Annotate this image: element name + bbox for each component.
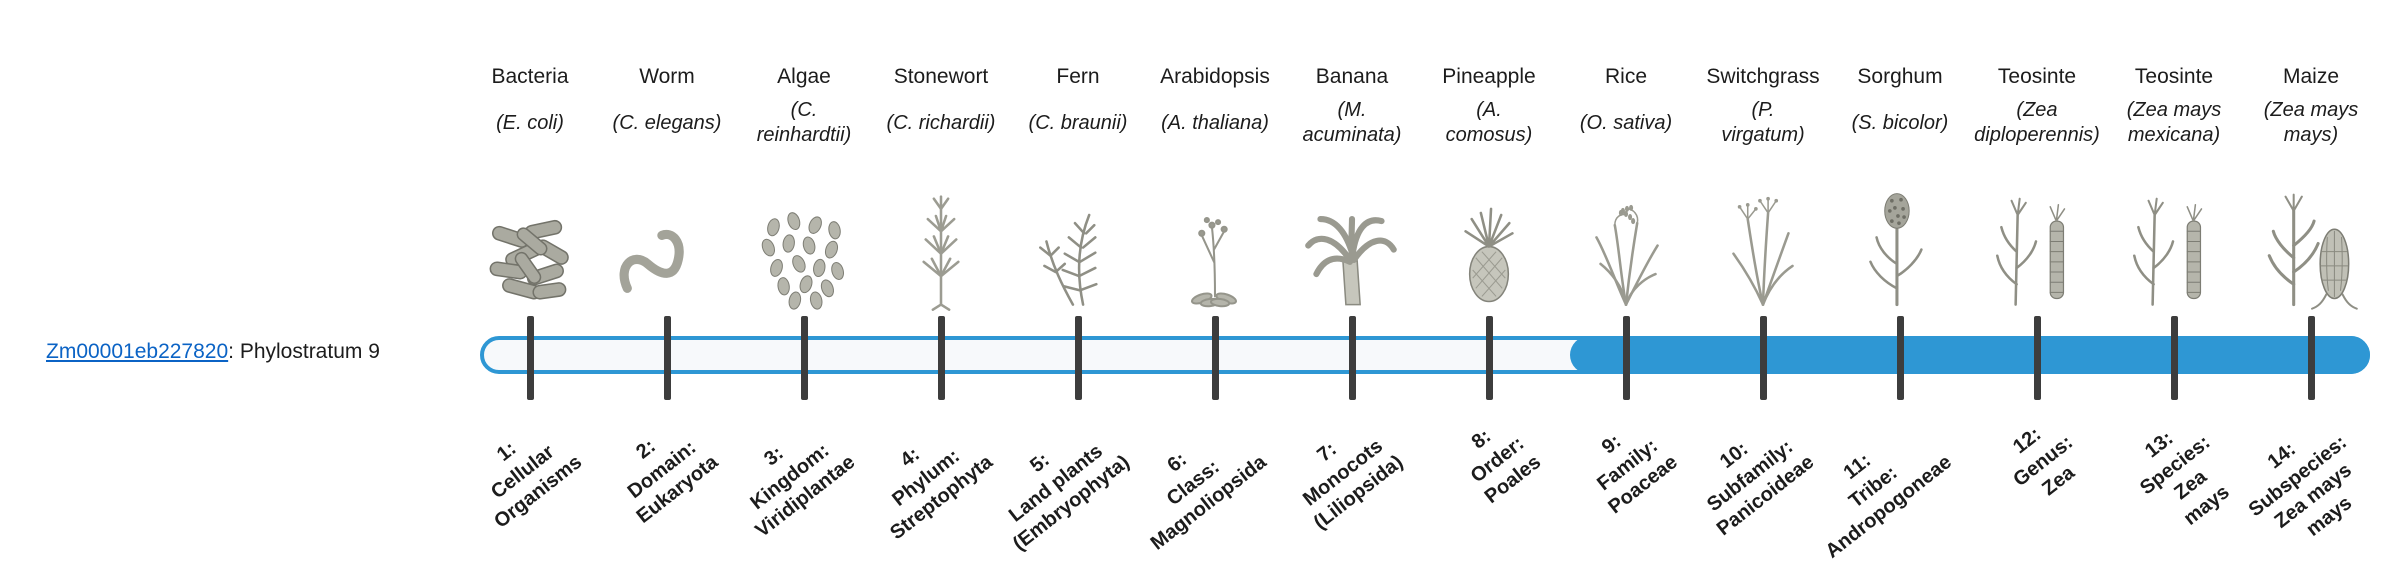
- organism-common-name: Maize: [2282, 65, 2340, 88]
- organism-latin-name: (Zea mays mexicana): [2126, 99, 2222, 146]
- tick-mark: [1486, 316, 1493, 400]
- organism-latin-name: (C. richardii): [886, 111, 996, 134]
- stratum-label: 9: Family: Poaceae: [1592, 430, 1682, 519]
- organism-common-name: Arabidopsis: [1160, 65, 1270, 88]
- stratum-label: 2: Domain: Eukaryota: [623, 435, 723, 529]
- tick-mark: [1212, 316, 1219, 400]
- tick-mark: [1897, 316, 1904, 400]
- tick-mark: [801, 316, 808, 400]
- organism-column: Arabidopsis (A. thaliana): [1115, 62, 1315, 312]
- organism-common-name: Bacteria: [491, 65, 569, 88]
- tick-mark: [1075, 316, 1082, 400]
- gene-label: Zm00001eb227820: Phylostratum 9: [46, 340, 380, 364]
- stratum-label: 3: Kingdom: Viridiplantae: [746, 439, 860, 543]
- organism-common-name: Sorghum: [1857, 65, 1943, 88]
- stratum-label: 5: Land plants (Embryophyta): [1004, 439, 1134, 556]
- tick-mark: [664, 316, 671, 400]
- organism-latin-name: (C. elegans): [612, 111, 722, 134]
- organism-latin-name: (A. thaliana): [1161, 111, 1269, 134]
- tick-mark: [1760, 316, 1767, 400]
- organism-latin-name: (O. sativa): [1579, 111, 1673, 134]
- organism-latin-name: (P. virgatum): [1721, 99, 1805, 146]
- organism-latin-name: (E. coli): [496, 111, 564, 134]
- organism-column: Switchgrass (P. virgatum): [1663, 62, 1863, 312]
- organism-common-name: Teosinte: [2134, 65, 2214, 88]
- organism-common-name: Switchgrass: [1706, 65, 1820, 88]
- organism-latin-name: (M. acuminata): [1302, 99, 1402, 146]
- organism-common-name: Worm: [639, 65, 695, 88]
- organism-latin-name: (C. braunii): [1028, 111, 1128, 134]
- organism-latin-name: (S. bicolor): [1851, 111, 1949, 134]
- organism-column: Maize (Zea mays mays): [2211, 62, 2400, 312]
- organism-column: Banana (M. acuminata): [1252, 62, 1452, 312]
- organism-common-name: Pineapple: [1442, 65, 1536, 88]
- organism-column: Teosinte (Zea diploperennis): [1937, 62, 2137, 312]
- organism-common-name: Stonewort: [893, 65, 989, 88]
- organism-latin-name: (Zea mays mays): [2263, 99, 2359, 146]
- stratum-label: 11: Tribe: Andropogoneae: [1821, 449, 1956, 563]
- phylostratum-bar-fill: [1570, 336, 2370, 374]
- tick-mark: [2034, 316, 2041, 400]
- organism-column: Algae (C. reinhardtii): [704, 62, 904, 312]
- tick-mark: [938, 316, 945, 400]
- stratum-label: 14: Subspecies: Zea mays mays: [2244, 430, 2357, 541]
- tick-mark: [1349, 316, 1356, 400]
- tick-mark: [527, 316, 534, 400]
- stratum-label: 7: Monocots (Liliopsida): [1299, 434, 1408, 535]
- organism-column: Rice (O. sativa): [1526, 62, 1726, 312]
- organism-column: Pineapple (A. comosus): [1389, 62, 1589, 312]
- organism-column: Stonewort (C. richardii): [841, 62, 1041, 312]
- organism-illustration: [2211, 154, 2400, 312]
- organism-latin-name: (A. comosus): [1445, 99, 1533, 146]
- phylostratum-bar: [480, 336, 2370, 374]
- organism-common-name: Algae: [777, 65, 831, 88]
- organism-common-name: Fern: [1056, 65, 1100, 88]
- organism-common-name: Banana: [1315, 65, 1389, 88]
- stratum-label: 8: Order: Poales: [1465, 425, 1545, 509]
- organism-common-name: Teosinte: [1997, 65, 2077, 88]
- stratum-label: 13: Species: Zea mays: [2135, 427, 2234, 530]
- organism-column: Bacteria (E. coli): [430, 62, 630, 312]
- organism-latin-name: (C. reinhardtii): [756, 99, 852, 146]
- stratum-label: 1: Cellular Organisms: [486, 437, 586, 533]
- organism-column: Teosinte (Zea mays mexicana): [2074, 62, 2274, 312]
- organism-column: Worm (C. elegans): [567, 62, 767, 312]
- organism-latin-name: (Zea diploperennis): [1974, 99, 2100, 146]
- stratum-label: 4: Phylum: Streptophyta: [885, 443, 997, 545]
- organism-common-name: Rice: [1604, 65, 1647, 88]
- stratum-label: 6: Class: Magnoliopsida: [1146, 448, 1271, 555]
- organism-column: Fern (C. braunii): [978, 62, 1178, 312]
- gene-label-suffix: : Phylostratum 9: [228, 340, 380, 363]
- tick-mark: [2308, 316, 2315, 400]
- stratum-label: 10: Subfamily: Panicoideae: [1703, 435, 1819, 541]
- stratum-label: 12: Genus: Zea: [2009, 423, 2080, 501]
- gene-id-link[interactable]: Zm00001eb227820: [46, 340, 229, 363]
- tick-mark: [2171, 316, 2178, 400]
- tick-mark: [1623, 316, 1630, 400]
- maize-icon: [2267, 193, 2359, 311]
- organism-column: Sorghum (S. bicolor): [1800, 62, 2000, 312]
